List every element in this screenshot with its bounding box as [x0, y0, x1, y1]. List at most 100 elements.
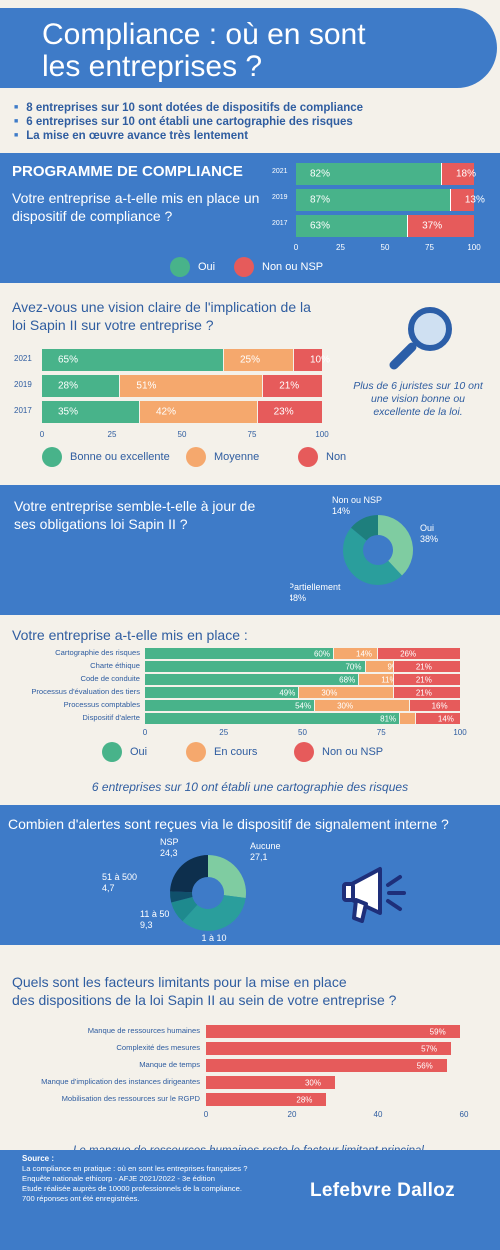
- bar-row: 87% 13%: [296, 189, 485, 211]
- key-findings-list: 8 entreprises sur 10 sont dotées de disp…: [14, 101, 363, 143]
- bar-row: 49% 30% 21%: [145, 687, 460, 698]
- measures-note: 6 entreprises sur 10 ont établi une cart…: [91, 780, 409, 794]
- data-label: 21%: [415, 662, 432, 671]
- x-tick-label: 100: [315, 430, 329, 439]
- bar-segment: 10%: [294, 349, 330, 371]
- category-label: Charte éthique: [90, 660, 140, 670]
- data-label: 14%: [437, 714, 454, 723]
- donut-slice: [182, 895, 246, 931]
- data-label: 30%: [321, 688, 338, 697]
- category-label: 2021: [272, 168, 288, 175]
- bar-segment: 49%: [145, 687, 300, 698]
- legend-swatch: [186, 742, 206, 762]
- data-label: 49%: [279, 688, 296, 697]
- question-sapin-vision: Avez-vous une vision claire de l'implica…: [12, 299, 311, 333]
- section-sapin-obligations: Votre entreprise semble-t-elle à jour de…: [0, 485, 500, 615]
- x-tick-label: 25: [107, 430, 117, 439]
- bar-segment: 5%: [400, 713, 434, 724]
- section-limiting-factors: Quels sont les facteurs limitants pour l…: [0, 955, 500, 1157]
- slice-name-label: NSP: [160, 837, 179, 847]
- category-label: Manque d'implication des instances dirig…: [41, 1077, 200, 1086]
- slice-name-label: Non ou NSP: [332, 495, 382, 505]
- x-tick-label: 75: [376, 728, 386, 737]
- question-compliance: Votre entreprise a-t-elle mis en place u…: [12, 190, 260, 224]
- bar-segment: 42%: [140, 401, 258, 423]
- bar: 28%: [206, 1093, 327, 1106]
- data-label: 60%: [313, 649, 330, 658]
- bar-segment: 21%: [393, 661, 460, 672]
- question-limiting-line2: des dispositions de la loi Sapin II au s…: [12, 992, 397, 1008]
- data-label: 21%: [415, 675, 432, 684]
- slice-name-label: Partiellement: [290, 582, 341, 592]
- bar-segment: 65%: [42, 349, 224, 371]
- data-label: 30%: [304, 1078, 321, 1087]
- legend-label: En cours: [214, 746, 258, 758]
- category-label: 2019: [14, 380, 32, 389]
- category-label: 2021: [14, 354, 32, 363]
- slice-name-label: Aucune: [250, 841, 281, 851]
- data-label: 10%: [310, 354, 331, 366]
- bar-segment: 14%: [415, 713, 460, 724]
- category-label: Complexité des mesures: [116, 1043, 200, 1052]
- x-tick-label: 0: [293, 243, 299, 252]
- page-title-line2: les entreprises ?: [42, 50, 263, 83]
- data-label: 51%: [136, 380, 157, 392]
- data-label: 65%: [58, 354, 79, 366]
- bar-row: 65% 25% 10%: [42, 349, 330, 371]
- x-tick-label: 0: [39, 430, 45, 439]
- source-line: 700 réponses ont été enregistrées.: [22, 1194, 140, 1203]
- section-heading: PROGRAMME DE COMPLIANCE: [12, 163, 243, 180]
- question-alerts: Combien d'alertes sont reçues via le dis…: [8, 816, 449, 832]
- vision-note: Plus de 6 juristes sur 10 ont une vision…: [353, 380, 483, 418]
- legend-swatch: [294, 742, 314, 762]
- legend-swatch: [102, 742, 122, 762]
- bar: 57%: [206, 1042, 452, 1055]
- category-label: Manque de temps: [139, 1060, 200, 1069]
- page-title-line1: Compliance : où en sont: [42, 18, 366, 51]
- x-tick-label: 50: [380, 243, 390, 252]
- slice-name-label: 51 à 500: [102, 872, 137, 882]
- source-text: La compliance en pratique : où en sont l…: [22, 1164, 247, 1204]
- category-label: Dispositif d'alerte: [82, 712, 140, 722]
- legend-swatch: [170, 257, 190, 277]
- bar-row: 35% 42% 23%: [42, 401, 322, 423]
- bar-segment: 21%: [263, 375, 322, 397]
- category-label: Processus comptables: [63, 699, 140, 709]
- bar-row: 60% 14% 26%: [145, 648, 460, 659]
- bar: 30%: [206, 1076, 335, 1089]
- x-tick-label: 25: [219, 728, 229, 737]
- data-label: 23%: [273, 406, 294, 418]
- bar-segment: 11%: [359, 674, 397, 685]
- slice-name-label: Oui: [420, 523, 434, 533]
- slice-value-label: 34,6: [205, 944, 223, 945]
- category-label: 2017: [272, 220, 288, 227]
- data-label: 16%: [431, 701, 448, 710]
- slice-value-label: 9,3: [140, 920, 153, 930]
- bar-segment: 13%: [450, 189, 485, 211]
- data-label: 13%: [464, 194, 485, 206]
- donut-slice: [342, 527, 402, 586]
- category-label: 2017: [14, 406, 32, 415]
- x-tick-label: 0: [203, 1110, 209, 1119]
- slice-value-label: 27,1: [250, 852, 268, 862]
- bar-segment: 81%: [145, 713, 401, 724]
- bar-segment: 51%: [120, 375, 264, 397]
- bar-segment: 70%: [145, 661, 366, 672]
- bar-segment: 9%: [365, 661, 399, 672]
- bar-row: 28% 51% 21%: [42, 375, 322, 397]
- bar: 59%: [206, 1025, 460, 1038]
- legend-label: Non: [326, 451, 347, 463]
- data-label: 68%: [339, 675, 356, 684]
- legend-label: Bonne ou excellente: [70, 451, 170, 463]
- bar-segment: 35%: [42, 401, 140, 423]
- data-label: 56%: [416, 1061, 433, 1070]
- bar-segment: 23%: [257, 401, 322, 423]
- bar-segment: 14%: [334, 648, 379, 659]
- data-label: 18%: [455, 168, 476, 180]
- donut-slice: [171, 896, 198, 922]
- question-limiting-line1: Quels sont les facteurs limitants pour l…: [12, 974, 347, 990]
- bar-segment: 18%: [441, 163, 476, 185]
- donut-slice: [170, 891, 193, 903]
- bar-segment: 82%: [296, 163, 442, 185]
